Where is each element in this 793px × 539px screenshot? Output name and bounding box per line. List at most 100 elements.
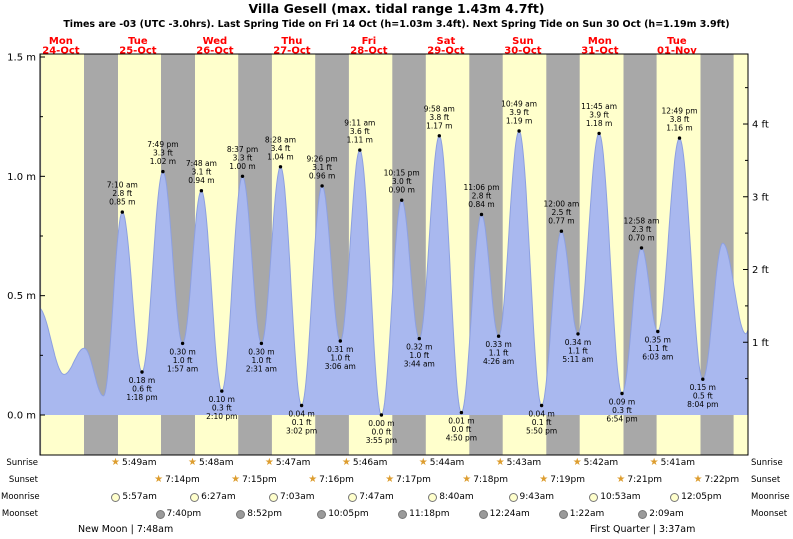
sunset-time: 7:19pm xyxy=(550,475,585,485)
sun-star-icon: ★ xyxy=(539,474,549,485)
moonrise-time: 6:27am xyxy=(201,492,236,502)
left-axis-label: 0.0 m xyxy=(7,411,36,422)
sunset-time: 7:21pm xyxy=(627,475,663,485)
tide-annotation: 10:15 pm xyxy=(384,169,420,178)
tide-annotation: 2:31 am xyxy=(246,364,277,373)
sunrise-time: 5:44am xyxy=(429,458,465,468)
tide-annotation: 0.31 m xyxy=(327,345,353,354)
tide-annotation: 11:45 am xyxy=(581,102,617,111)
moonset-time: 8:52pm xyxy=(247,509,282,519)
tide-annotation: 7:10 am xyxy=(107,181,138,190)
tide-annotation: 3.8 ft xyxy=(429,113,449,122)
moonrise-time: 10:53am xyxy=(600,492,641,502)
right-axis-label: 1 ft xyxy=(752,338,769,349)
tide-extreme-dot xyxy=(459,410,464,415)
tide-extreme-dot xyxy=(677,136,682,140)
moonrise-marker: 9:43am xyxy=(508,490,554,504)
moon-dark-icon xyxy=(558,509,568,519)
moonrise-time: 8:40am xyxy=(439,492,474,502)
day-label-name: Sat xyxy=(437,36,456,47)
moon-light-icon xyxy=(111,492,121,502)
page-subtitle: Times are -03 (UTC -3.0hrs). Last Spring… xyxy=(63,19,730,30)
day-label-name: Mon xyxy=(49,36,73,47)
day-label-date: 29-Oct xyxy=(427,46,464,57)
tide-annotation: 0.18 m xyxy=(129,376,155,385)
moon-light-icon xyxy=(508,492,518,502)
moonrise-marker: 10:53am xyxy=(589,490,641,504)
moonset-marker: 8:52pm xyxy=(236,507,282,521)
right-axis-label: 4 ft xyxy=(752,120,769,131)
moonset-marker: 1:22am xyxy=(558,507,605,521)
tide-annotation: 8:37 pm xyxy=(227,145,258,154)
tide-annotation: 0.0 ft xyxy=(372,428,392,437)
day-label-name: Tue xyxy=(128,36,148,47)
moonset-row-label-right: Moonset xyxy=(751,509,788,519)
tide-annotation: 3.0 ft xyxy=(392,177,412,186)
tide-annotation: 0.00 m xyxy=(368,419,394,428)
tide-annotation: 5:50 pm xyxy=(526,427,557,436)
sunrise-time: 5:46am xyxy=(352,458,388,468)
moonrise-marker: 7:47am xyxy=(348,490,394,504)
tide-annotation: 1.0 ft xyxy=(252,356,272,365)
tide-annotation: 1.11 m xyxy=(347,136,373,145)
tide-annotation: 0.77 m xyxy=(548,217,574,226)
tide-annotation: 11:06 pm xyxy=(463,183,499,192)
sunset-time: 7:16pm xyxy=(319,475,354,485)
sunrise-row-label-left: Sunrise xyxy=(6,458,38,468)
tide-extreme-dot xyxy=(120,210,125,214)
tide-annotation: 0.30 m xyxy=(169,347,195,356)
day-label-date: 28-Oct xyxy=(350,46,387,57)
tide-annotation: 3:06 am xyxy=(325,362,356,371)
sunrise-marker: ★ 5:44am xyxy=(419,456,464,470)
sun-star-icon: ★ xyxy=(495,457,505,468)
tide-annotation: 0.84 m xyxy=(468,200,494,209)
tide-annotation: 8:28 am xyxy=(265,135,296,144)
moonset-marker: 10:05pm xyxy=(317,507,369,521)
tide-annotation: 0.35 m xyxy=(645,336,671,345)
moon-light-icon xyxy=(589,492,599,502)
day-label-date: 25-Oct xyxy=(119,46,156,57)
moonrise-time: 12:05pm xyxy=(681,492,722,502)
plot-border xyxy=(39,53,749,456)
tide-annotation: 1.02 m xyxy=(150,157,176,166)
sunset-marker: ★ 7:22pm xyxy=(694,473,740,487)
tide-annotation: 1.1 ft xyxy=(568,346,588,355)
day-label-name: Tue xyxy=(667,36,687,47)
day-label-name: Sun xyxy=(512,36,533,47)
tide-annotation: 1.17 m xyxy=(426,121,452,130)
tide-extreme-dot xyxy=(259,341,264,346)
tide-annotation: 0.15 m xyxy=(690,383,716,392)
tide-annotation: 3.9 ft xyxy=(589,110,609,119)
sun-star-icon: ★ xyxy=(462,474,472,485)
sunset-marker: ★ 7:17pm xyxy=(385,473,431,487)
tide-extreme-dot xyxy=(417,336,421,341)
tide-extreme-dot xyxy=(479,212,484,217)
tide-annotation: 3.3 ft xyxy=(233,153,253,162)
moonset-marker: 11:18pm xyxy=(398,507,450,521)
tide-extreme-dot xyxy=(278,165,283,169)
moon-light-icon xyxy=(190,492,200,502)
moonset-time: 1:22am xyxy=(569,509,605,519)
tide-annotation: 2:10 pm xyxy=(206,412,237,421)
tide-annotation: 3.9 ft xyxy=(509,108,529,117)
sunset-marker: ★ 7:21pm xyxy=(616,473,662,487)
tide-annotation: 3:55 pm xyxy=(366,436,397,445)
moonset-marker: 12:24am xyxy=(478,507,530,521)
tide-annotation: 1.1 ft xyxy=(648,344,668,353)
tide-annotation: 3.4 ft xyxy=(271,144,291,153)
tide-extreme-dot xyxy=(496,334,501,338)
tide-annotation: 1.0 ft xyxy=(409,351,429,360)
moonrise-row-label-left: Moonrise xyxy=(1,492,40,502)
tide-annotation: 1.1 ft xyxy=(489,349,509,358)
sun-star-icon: ★ xyxy=(572,457,582,468)
moonrise-time: 7:47am xyxy=(359,492,394,502)
tide-annotation: 0.09 m xyxy=(609,398,635,407)
tide-annotation: 1.00 m xyxy=(229,162,255,171)
tide-annotation: 0.5 ft xyxy=(693,392,713,401)
tide-annotation: 0.96 m xyxy=(309,171,335,180)
tide-annotation: 0.04 m xyxy=(528,410,554,419)
moon-light-icon xyxy=(269,492,278,502)
moon-light-icon xyxy=(670,492,680,502)
